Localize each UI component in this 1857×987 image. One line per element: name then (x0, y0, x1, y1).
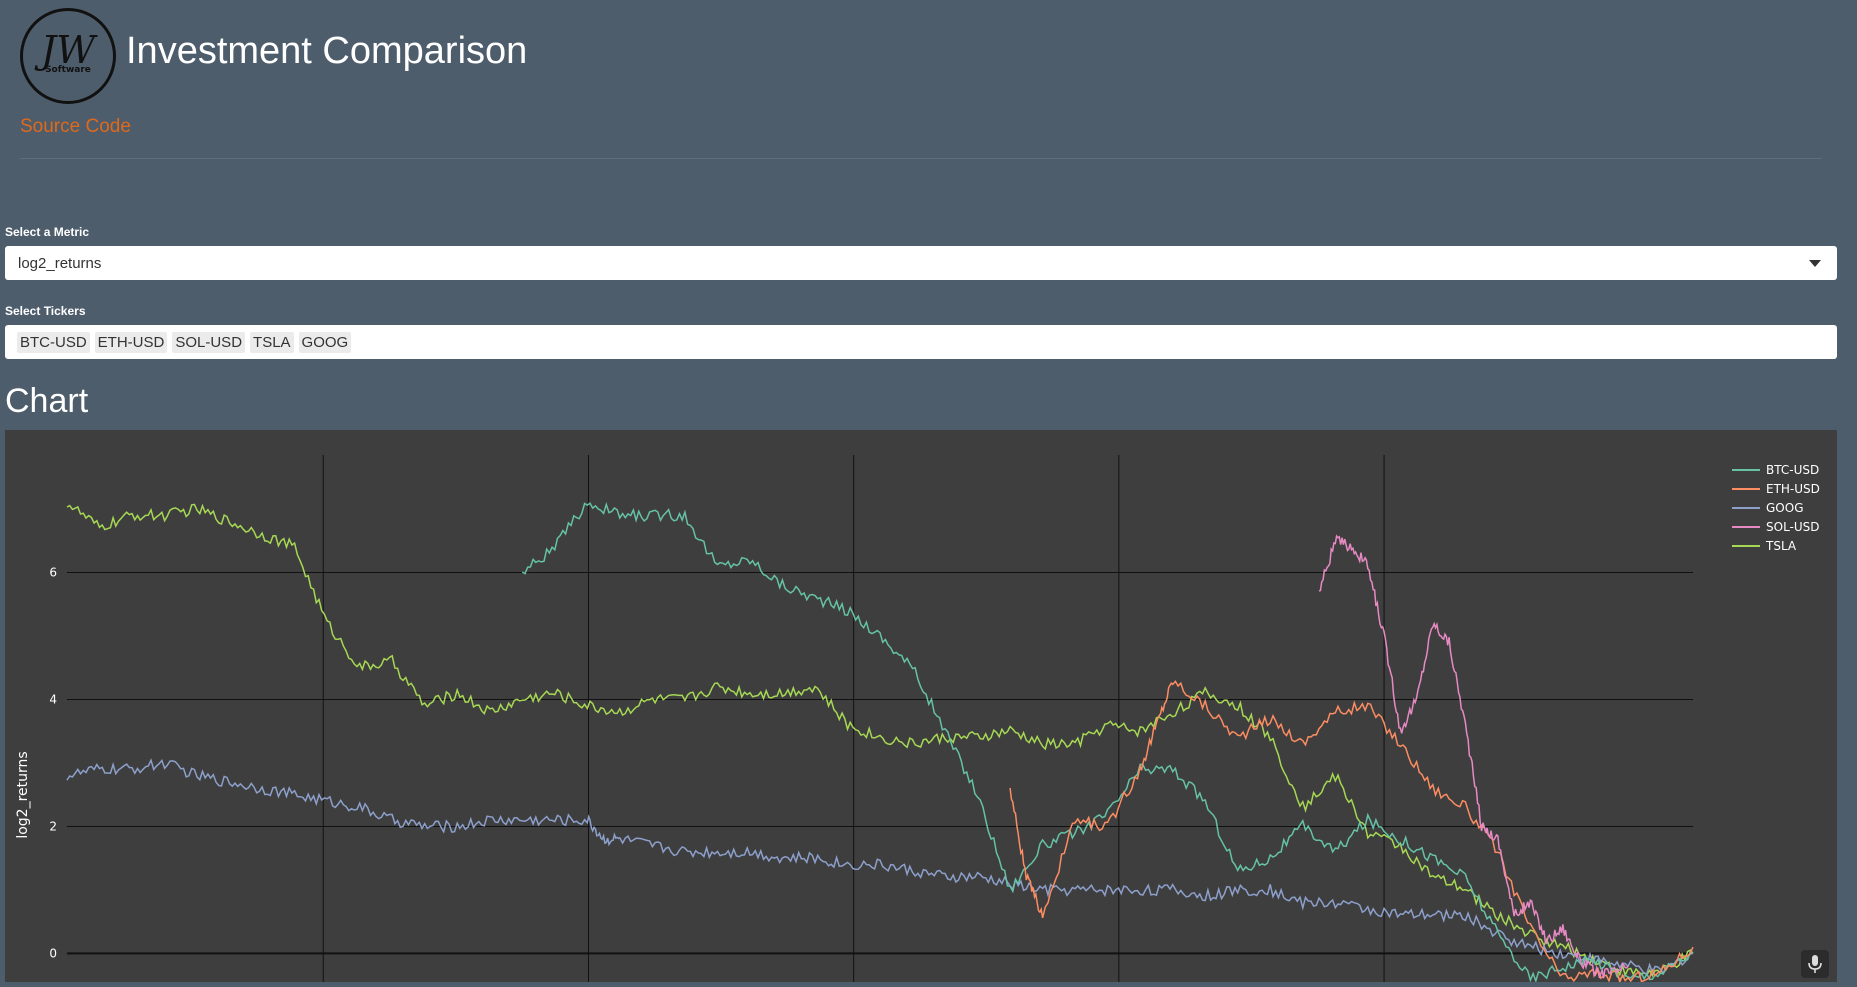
series-line-sol-usd (1319, 536, 1628, 978)
jw-software-logo: JW Software (20, 8, 116, 104)
ticker-tag-sol-usd[interactable]: SOL-USD (172, 332, 245, 353)
legend-label-eth-usd: ETH-USD (1766, 482, 1820, 496)
ticker-tag-goog[interactable]: GOOG (299, 332, 352, 353)
legend-label-sol-usd: SOL-USD (1766, 520, 1820, 534)
y-axis-label: log2_returns (15, 751, 31, 838)
microphone-icon (1808, 955, 1822, 973)
app-header: JW Software Investment Comparison (20, 8, 527, 104)
chevron-down-icon[interactable] (1809, 260, 1821, 267)
metric-dropdown[interactable]: log2_returns (5, 246, 1837, 280)
series-line-btc-usd (522, 503, 1693, 981)
logo-mark: JW (41, 31, 95, 69)
y-tick-label: 4 (49, 692, 57, 706)
chart-heading: Chart (5, 382, 88, 421)
chart-grid (67, 455, 1693, 982)
tickers-multiselect[interactable]: BTC-USD ETH-USD SOL-USD TSLA GOOG (5, 325, 1837, 359)
line-chart[interactable]: 0 2 4 6 log2_returns BTC-USD ETH-USD GOOG SOL-… (5, 430, 1837, 982)
ticker-tag-btc-usd[interactable]: BTC-USD (17, 332, 90, 353)
series-line-tsla (67, 505, 1693, 976)
legend-label-goog: GOOG (1766, 501, 1804, 515)
y-axis-ticks: 0 2 4 6 (49, 565, 57, 960)
chart-legend: BTC-USD ETH-USD GOOG SOL-USD TSLA (1732, 463, 1820, 553)
metric-selected-value: log2_returns (18, 255, 101, 272)
y-tick-label: 2 (49, 819, 57, 833)
page-title: Investment Comparison (126, 30, 527, 73)
ticker-tag-eth-usd[interactable]: ETH-USD (95, 332, 168, 353)
chart-container: 0 2 4 6 log2_returns BTC-USD ETH-USD GOOG SOL-… (5, 430, 1837, 982)
y-tick-label: 6 (49, 565, 57, 579)
legend-label-btc-usd: BTC-USD (1766, 463, 1819, 477)
series-line-goog (67, 760, 1693, 973)
chart-series (67, 503, 1693, 982)
header-divider (20, 158, 1822, 159)
logo-subtitle: Software (45, 65, 91, 75)
metric-label: Select a Metric (5, 225, 89, 239)
source-code-link[interactable]: Source Code (20, 116, 131, 138)
y-tick-label: 0 (49, 946, 57, 960)
tickers-label: Select Tickers (5, 304, 86, 318)
series-line-eth-usd (1010, 681, 1693, 982)
microphone-button[interactable] (1801, 950, 1829, 978)
legend-label-tsla: TSLA (1765, 539, 1797, 553)
ticker-tag-tsla[interactable]: TSLA (250, 332, 294, 353)
